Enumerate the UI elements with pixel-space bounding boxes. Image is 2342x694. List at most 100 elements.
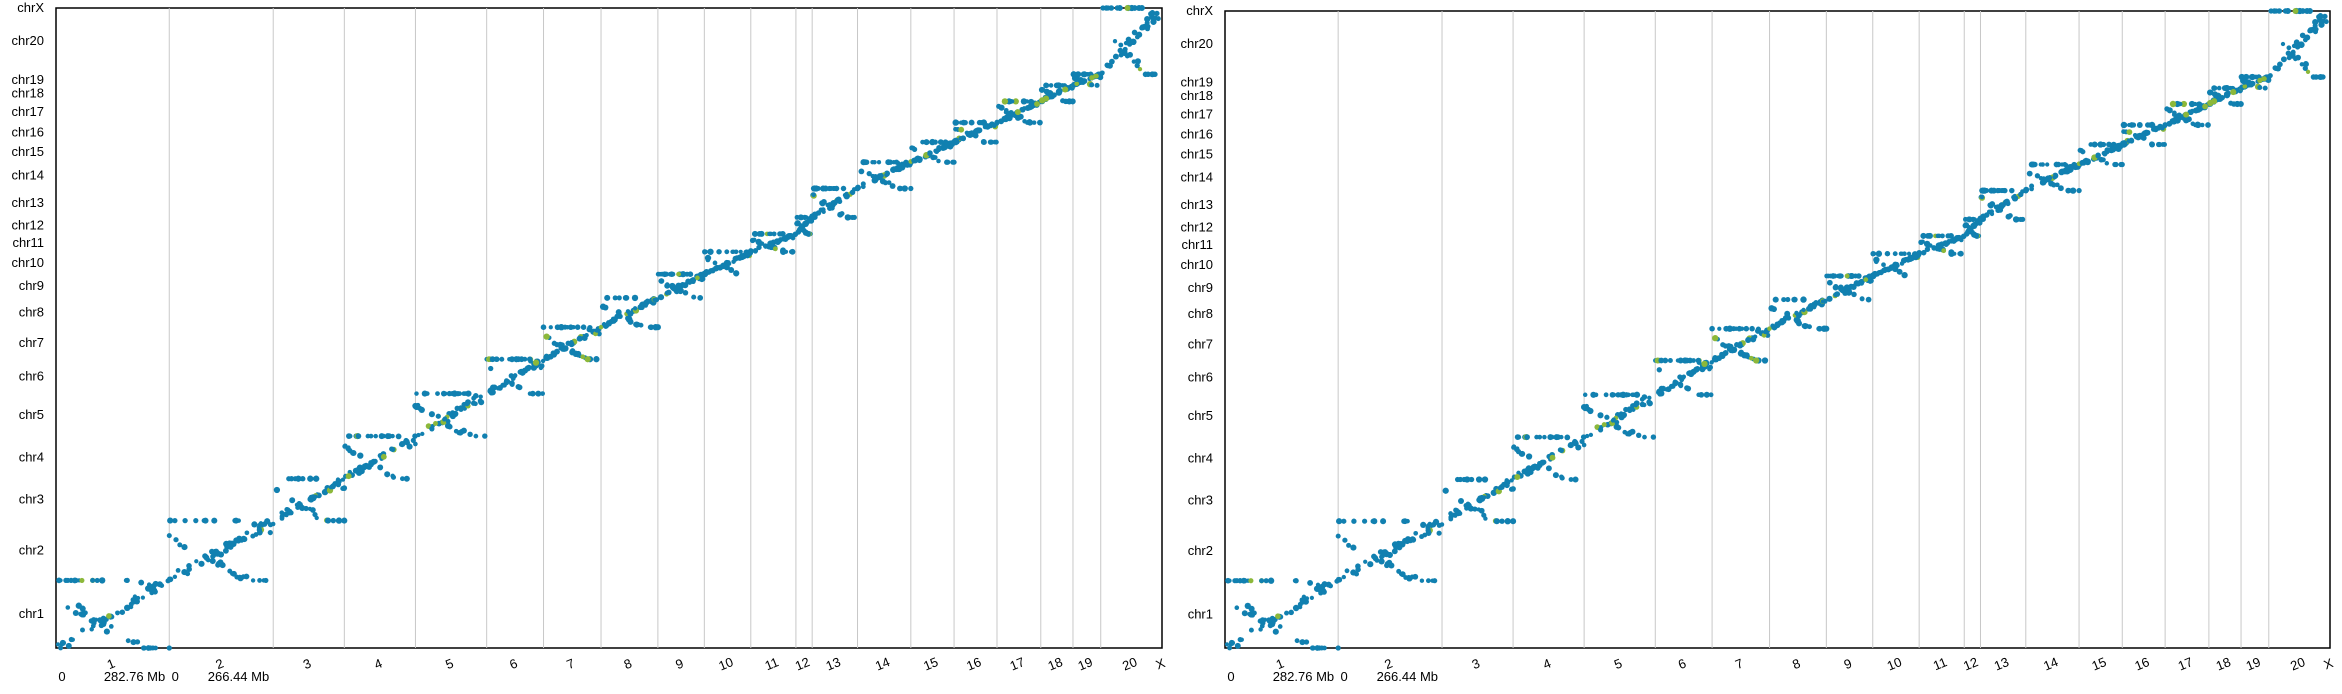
synteny-point [1093, 73, 1099, 79]
synteny-point [1892, 251, 1898, 257]
synteny-point [298, 476, 304, 481]
synteny-point [1094, 82, 1100, 88]
synteny-point [288, 476, 295, 482]
synteny-point [2225, 90, 2231, 97]
synteny-point [384, 471, 391, 478]
synteny-point [313, 494, 318, 499]
synteny-point [1003, 108, 1009, 113]
x-tick-label: 16 [2132, 654, 2151, 673]
synteny-point [2188, 100, 2196, 108]
y-tick-label: chr6 [1188, 370, 1213, 385]
synteny-point [1785, 297, 1791, 303]
synteny-point [166, 645, 172, 651]
synteny-point [2045, 162, 2050, 167]
synteny-point [1124, 5, 1131, 11]
synteny-point [610, 317, 616, 322]
synteny-point [365, 463, 371, 469]
synteny-point [1224, 642, 1230, 647]
synteny-point [267, 530, 273, 536]
synteny-point [1325, 581, 1332, 588]
synteny-point [1448, 511, 1453, 516]
synteny-point [177, 542, 183, 548]
synteny-point [2188, 109, 2194, 116]
synteny-point [1321, 645, 1327, 651]
synteny-point [1001, 98, 1009, 105]
synteny-point [232, 517, 238, 524]
synteny-point [532, 359, 540, 366]
synteny-point [410, 437, 416, 443]
synteny-point [341, 485, 348, 491]
synteny-point [1022, 119, 1027, 124]
synteny-point [1794, 310, 1799, 316]
x-tick-label: 18 [1046, 654, 1065, 673]
synteny-point [1590, 391, 1597, 398]
synteny-point [508, 373, 514, 379]
synteny-point [1615, 424, 1622, 431]
synteny-point [443, 391, 448, 396]
synteny-point [659, 271, 665, 277]
synteny-point [2205, 122, 2211, 128]
synteny-point [216, 560, 222, 567]
synteny-point [2026, 170, 2033, 177]
synteny-point [1493, 518, 1500, 525]
synteny-point [712, 260, 718, 266]
synteny-point [1372, 555, 1379, 562]
synteny-point [970, 130, 977, 137]
synteny-point [1439, 522, 1445, 527]
synteny-point [1034, 101, 1040, 107]
synteny-point [2247, 81, 2253, 87]
synteny-point [167, 517, 174, 524]
synteny-point [1957, 251, 1962, 256]
synteny-point [1745, 336, 1752, 344]
synteny-point [2053, 161, 2060, 168]
synteny-point [561, 346, 567, 352]
synteny-point [1073, 76, 1080, 83]
synteny-point [756, 244, 762, 251]
synteny-point [68, 578, 74, 583]
synteny-point [1844, 273, 1850, 279]
synteny-point [1089, 75, 1095, 81]
synteny-point [173, 537, 179, 543]
synteny-point [2058, 168, 2065, 176]
y-tick-label: chr2 [19, 543, 44, 558]
y-tick-label: chr4 [19, 449, 44, 464]
synteny-point [433, 421, 438, 426]
synteny-point [1779, 318, 1785, 324]
x-start-label: 0 [1227, 669, 1234, 684]
y-tick-label: chr20 [1180, 36, 1213, 51]
y-tick-label: chr9 [1188, 280, 1213, 295]
x-tick-label: 6 [507, 656, 519, 673]
synteny-point [478, 394, 483, 399]
synteny-point [2318, 21, 2325, 28]
synteny-point [1457, 476, 1463, 483]
synteny-point [1720, 342, 1726, 348]
x-tick-label: 12 [793, 654, 812, 673]
synteny-point [576, 335, 583, 342]
synteny-point [716, 264, 724, 271]
synteny-point [655, 271, 661, 277]
synteny-point [1647, 395, 1652, 401]
synteny-point [1355, 563, 1361, 569]
synteny-point [1404, 539, 1410, 545]
synteny-point [1743, 325, 1750, 332]
synteny-point [516, 384, 523, 391]
synteny-point [1564, 434, 1571, 441]
synteny-point [250, 578, 256, 583]
synteny-point [355, 466, 361, 472]
synteny-point [1131, 5, 1138, 11]
synteny-point [59, 639, 66, 646]
synteny-point [884, 172, 889, 178]
synteny-point [185, 571, 191, 577]
synteny-point [616, 295, 622, 301]
synteny-point [58, 645, 63, 651]
synteny-point [1581, 442, 1587, 448]
synteny-point [1623, 392, 1630, 398]
synteny-point [156, 581, 163, 588]
y-tick-label: chr1 [19, 606, 44, 621]
synteny-point [2120, 141, 2128, 148]
synteny-point [676, 289, 681, 294]
y-tick-label: chr17 [11, 104, 44, 119]
synteny-point [98, 622, 105, 629]
synteny-point [2207, 89, 2213, 96]
synteny-point [987, 139, 994, 145]
